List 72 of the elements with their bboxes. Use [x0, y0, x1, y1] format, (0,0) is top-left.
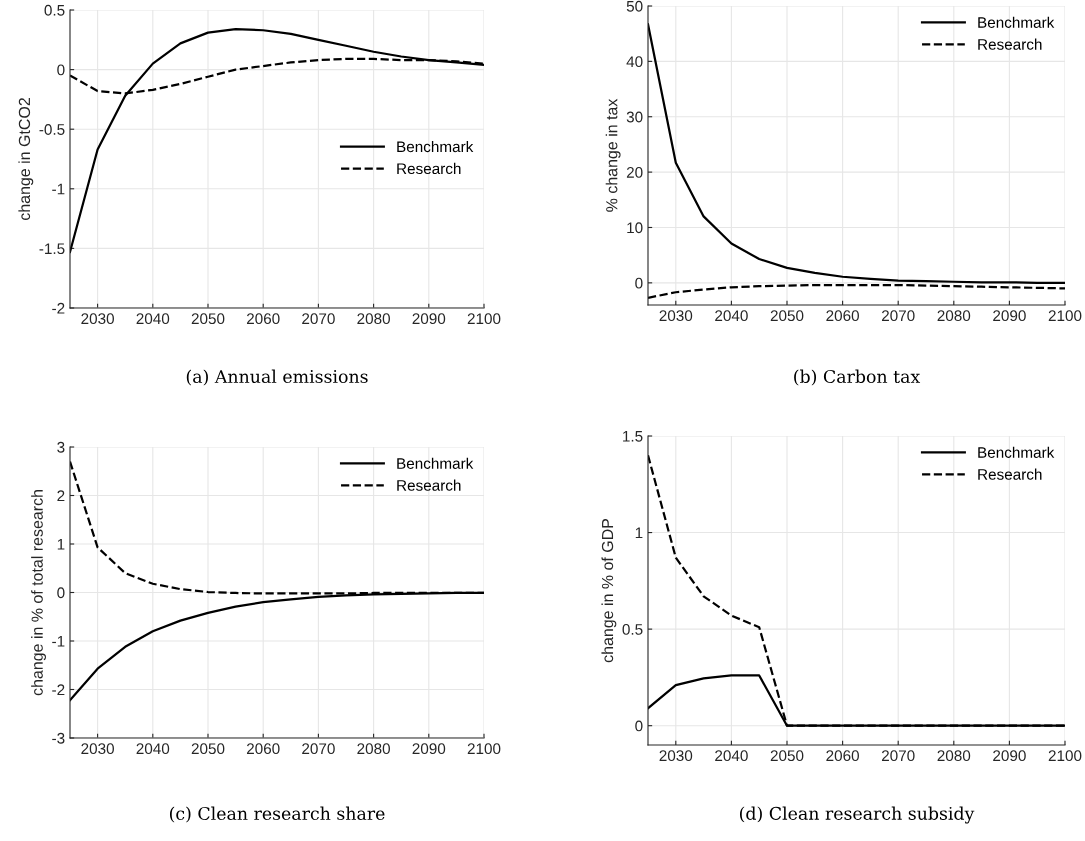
y-tick-label: 50 — [626, 0, 643, 12]
y-tick-label: 0 — [635, 720, 643, 732]
x-tick-label: 2050 — [770, 310, 804, 322]
text: (b) Carbon tax — [794, 369, 921, 386]
y-tick-label: 10 — [627, 222, 643, 234]
x-tick-label: 2090 — [412, 743, 446, 755]
y-tick-label: -1 — [52, 636, 65, 647]
x-tick-label: 2100 — [467, 743, 501, 755]
legend-label: Research — [978, 38, 1042, 50]
legend-label: Benchmark — [978, 16, 1055, 28]
y-axis-title: change in % of GDP — [601, 518, 617, 663]
y-tick-label: 20 — [626, 166, 643, 178]
x-tick-label: 2030 — [81, 313, 114, 325]
y-axis-title: % change in tax — [605, 98, 621, 212]
x-tick-label: 2040 — [136, 743, 170, 755]
x-tick-label: 2090 — [993, 750, 1026, 762]
x-tick-label: 2060 — [826, 750, 859, 762]
y-tick-label: 0.5 — [44, 4, 65, 16]
x-tick-label: 2030 — [659, 750, 693, 762]
y-tick-label: 30 — [626, 111, 643, 123]
x-tick-label: 2050 — [191, 313, 225, 325]
x-tick-label: 2040 — [715, 750, 748, 762]
x-tick-label: 2080 — [357, 743, 390, 755]
x-tick-label: 2100 — [467, 313, 501, 325]
legend-label: Benchmark — [397, 457, 474, 469]
x-tick-label: 2040 — [136, 313, 170, 325]
legend-label: Research — [978, 468, 1042, 480]
y-tick-label: -1.5 — [39, 243, 65, 255]
legend-label: Benchmark — [397, 140, 474, 153]
y-tick-label: 40 — [626, 56, 643, 68]
y-tick-label: -2 — [52, 684, 65, 696]
y-tick-label: 2 — [57, 490, 65, 502]
x-tick-label: 2030 — [81, 743, 114, 755]
x-tick-label: 2100 — [1048, 750, 1082, 762]
x-tick-label: 2070 — [302, 743, 335, 755]
y-tick-label: -2 — [52, 302, 65, 314]
line-series — [648, 283, 1065, 299]
x-tick-label: 2060 — [826, 310, 859, 322]
y-tick-label: -1 — [52, 183, 65, 195]
y-tick-label: -0.5 — [39, 124, 65, 135]
y-tick-label: 0 — [57, 587, 65, 599]
y-tick-label: 1 — [57, 539, 65, 550]
x-tick-label: 2070 — [302, 313, 335, 325]
y-tick-label: -3 — [52, 732, 65, 744]
y-tick-label: 3 — [57, 441, 65, 453]
legend-label: Research — [397, 479, 461, 491]
x-tick-label: 2060 — [246, 313, 280, 325]
x-tick-label: 2050 — [770, 750, 804, 762]
legend-label: Research — [397, 162, 461, 175]
x-tick-label: 2090 — [993, 310, 1026, 322]
x-tick-label: 2030 — [659, 310, 693, 322]
x-tick-label: 2100 — [1048, 310, 1082, 322]
x-tick-label: 2060 — [246, 743, 280, 755]
x-tick-label: 2080 — [937, 750, 971, 762]
y-tick-label: 1 — [635, 527, 643, 539]
y-axis-title: change in % of total research — [31, 490, 46, 696]
y-tick-label: 0 — [635, 277, 643, 289]
text: (a) Annual emissions — [186, 369, 368, 386]
y-axis-title: change in GtCO2 — [18, 98, 34, 221]
x-tick-label: 2070 — [881, 310, 915, 322]
y-tick-label: 1.5 — [623, 431, 643, 442]
x-tick-label: 2080 — [357, 313, 390, 325]
x-tick-label: 2090 — [412, 313, 446, 325]
x-tick-label: 2070 — [881, 750, 915, 762]
y-tick-label: 0.5 — [622, 623, 643, 635]
legend-label: Benchmark — [978, 446, 1055, 458]
x-tick-label: 2080 — [937, 310, 971, 322]
text: (c) Clean research share — [169, 806, 385, 823]
text: (d) Clean research subsidy — [739, 806, 975, 824]
x-tick-label: 2050 — [191, 743, 225, 755]
y-tick-label: 0 — [57, 64, 65, 76]
x-tick-label: 2040 — [715, 310, 748, 322]
